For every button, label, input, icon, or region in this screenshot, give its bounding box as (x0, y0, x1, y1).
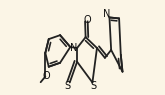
Text: S: S (91, 81, 97, 91)
Text: N: N (70, 43, 78, 53)
Text: S: S (64, 81, 70, 91)
Text: O: O (43, 71, 50, 81)
Text: N: N (103, 9, 110, 19)
Text: O: O (84, 15, 91, 25)
